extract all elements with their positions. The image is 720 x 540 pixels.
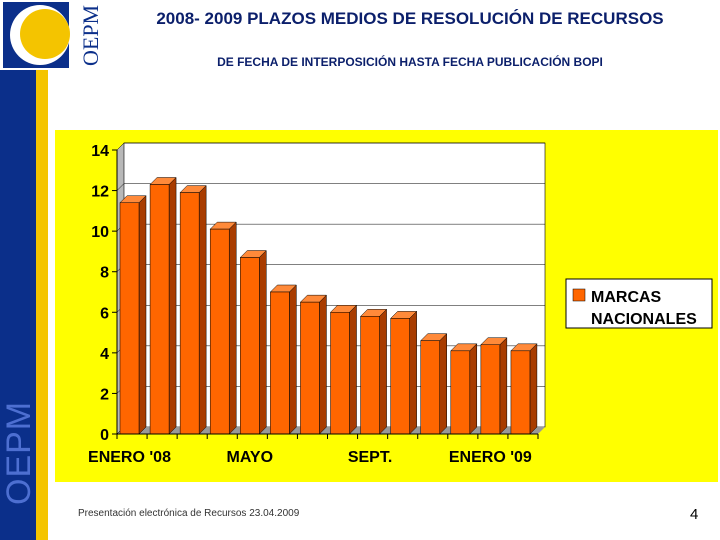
x-tick-label: MAYO <box>227 449 274 466</box>
sidebar-brand-text: OEPM <box>0 400 38 505</box>
bar-side <box>319 294 327 435</box>
x-tick-label: ENERO '09 <box>449 449 532 466</box>
y-tick-label: 8 <box>100 265 109 282</box>
y-tick-label: 14 <box>91 143 109 160</box>
bar-front <box>450 350 471 435</box>
bar-side <box>138 195 147 435</box>
bar-front <box>209 228 230 435</box>
y-tick-label: 6 <box>100 305 109 322</box>
legend-box <box>565 278 713 329</box>
bar <box>329 304 358 435</box>
bar <box>510 343 538 435</box>
bar-side <box>469 343 478 435</box>
bar-front <box>420 340 440 435</box>
gridline-wall <box>116 183 125 191</box>
legend-swatch <box>572 288 586 302</box>
sidebar-gold-stripe <box>36 70 48 540</box>
x-tick-label: SEPT. <box>348 449 392 466</box>
bar <box>390 310 418 435</box>
logo-sun-icon <box>20 9 70 59</box>
bar-side <box>349 304 357 435</box>
bar <box>269 284 297 435</box>
footer-caption: Presentación electrónica de Recursos 23.… <box>78 508 300 519</box>
bar <box>239 249 267 435</box>
bar-side <box>439 333 447 435</box>
bar-side <box>409 310 417 435</box>
bar-side <box>168 176 177 435</box>
bar-side <box>499 337 508 435</box>
y-tick-label: 2 <box>100 386 109 403</box>
bar <box>480 337 508 435</box>
legend-label-line-1: MARCAS <box>591 289 662 306</box>
bar-side <box>228 221 237 435</box>
x-axis-labels: ENERO '08 MAYO SEPT. ENERO '09 <box>88 434 539 466</box>
sidebar-band <box>0 70 36 540</box>
bar-front <box>300 301 320 435</box>
bar <box>209 221 237 435</box>
page-title: 2008- 2009 PLAZOS MEDIOS DE RESOLUCIÓN D… <box>156 9 664 28</box>
bar-side <box>289 284 297 435</box>
page-subtitle: DE FECHA DE INTERPOSICIÓN HASTA FECHA PU… <box>217 55 603 69</box>
bar-side <box>379 308 387 435</box>
bar <box>149 176 177 435</box>
bar-front <box>510 350 531 435</box>
y-tick-label: 4 <box>100 346 109 363</box>
y-tick-label: 10 <box>91 224 109 241</box>
bar <box>299 294 328 435</box>
legend-label-line-2: NACIONALES <box>591 311 697 328</box>
bar-front <box>270 291 290 435</box>
bar-front <box>390 318 410 435</box>
bar-front <box>179 192 200 435</box>
bar <box>420 333 448 435</box>
y-tick-label: 12 <box>91 184 109 201</box>
bar-series <box>119 176 538 435</box>
bar <box>450 343 478 435</box>
bar <box>359 308 388 435</box>
bar-side <box>529 343 538 435</box>
bar-front <box>330 312 350 435</box>
bar-front <box>240 257 260 435</box>
x-tick-label: ENERO '08 <box>88 449 171 466</box>
page-number: 4 <box>690 506 699 523</box>
bar <box>119 195 147 435</box>
bar-side <box>259 249 267 435</box>
bar-front <box>119 202 140 435</box>
logo-wordmark: OEPM <box>78 5 103 66</box>
bar-side <box>198 184 207 435</box>
legend: MARCAS NACIONALES <box>565 278 713 329</box>
bar <box>179 184 207 435</box>
bar-front <box>360 316 380 435</box>
y-tick-label: 0 <box>100 427 109 444</box>
bar-front <box>480 344 501 435</box>
gridline-wall <box>116 142 125 151</box>
oepm-logo: OEPM <box>3 2 103 68</box>
bar-front <box>149 184 170 435</box>
